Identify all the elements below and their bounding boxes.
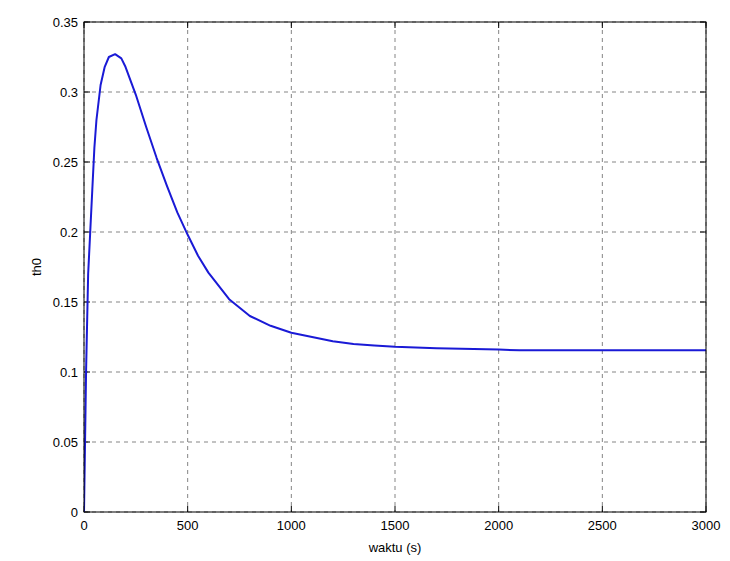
tick-label-y: 0.2 [60,225,78,240]
tick-label-y: 0.35 [53,15,78,30]
tick-labels: 0 500 1000 1500 2000 2500 3000 0 0.05 0.1 0.15 0.2 0… [53,15,721,534]
tick-label-x: 0 [80,518,87,533]
tick-y [84,92,90,93]
tick-label-y: 0 [71,505,78,520]
x-axis-title: waktu (s) [368,540,422,555]
grid-line-x [602,22,603,512]
tick-label-x: 3000 [692,518,721,533]
tick-label-x: 1000 [277,518,306,533]
tick-y-right [700,442,706,443]
tick-label-y: 0.15 [53,295,78,310]
tick-x [498,506,499,512]
grid-line-y [84,302,706,303]
tick-x [395,506,396,512]
grid-line-x [498,22,499,512]
tick-label-y: 0.05 [53,435,78,450]
tick-x-top [602,22,603,28]
tick-label-x: 2000 [484,518,513,533]
tick-x [602,506,603,512]
tick-x [291,506,292,512]
grid-line-x [395,22,396,512]
plot-area [84,22,706,512]
grid [84,22,706,512]
data-group [84,54,706,512]
tick-label-y: 0.3 [60,85,78,100]
tick-x-top [291,22,292,28]
tick-y [84,232,90,233]
grid-line-y [84,232,706,233]
tick-y-right [700,92,706,93]
tick-x-top [498,22,499,28]
chart: 0 500 1000 1500 2000 2500 3000 0 0.05 0.1 0.15 0.2 0… [0,0,730,561]
tick-y-right [700,302,706,303]
y-axis-title: th0 [29,258,44,276]
plot-frame [84,22,706,512]
tick-y-right [700,372,706,373]
tick-label-x: 500 [177,518,199,533]
tick-label-y: 0.25 [53,155,78,170]
grid-line-x [187,22,188,512]
tick-label-x: 2500 [588,518,617,533]
tick-label-x: 1500 [381,518,410,533]
grid-line-y [84,92,706,93]
tick-y-right [700,162,706,163]
tick-x [187,506,188,512]
tick-x-top [187,22,188,28]
grid-line-x [291,22,292,512]
data-line [84,54,706,512]
grid-line-y [84,162,706,163]
grid-line-y [84,442,706,443]
tick-y-right [700,232,706,233]
ticks [84,22,706,512]
grid-line-y [84,372,706,373]
tick-x-top [395,22,396,28]
tick-y [84,162,90,163]
tick-label-y: 0.1 [60,365,78,380]
